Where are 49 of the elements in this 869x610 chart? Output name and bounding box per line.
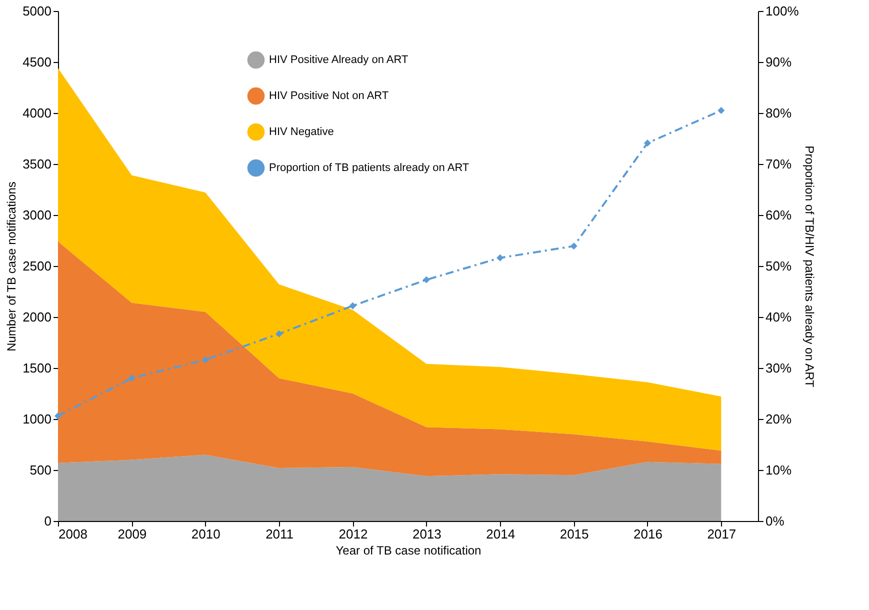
y2-tick-label: 80% — [766, 106, 792, 120]
y2-tick-label: 90% — [766, 54, 792, 70]
y2-axis-title: Proportion of TB/HIV patients already on ART — [802, 146, 817, 388]
y2-tick-label: 70% — [766, 156, 792, 172]
x-axis-title: Year of TB case notification — [336, 544, 482, 558]
y-tick-label: 0 — [44, 514, 52, 528]
y2-tick-label: 100% — [766, 4, 800, 18]
x-tick-label: 2013 — [412, 526, 442, 542]
point — [422, 276, 430, 284]
point — [202, 356, 209, 364]
y-axis-title: Number of TB case notifications — [4, 182, 19, 352]
legend-label: Proportion of TB patients already on ART — [269, 162, 470, 174]
point — [349, 302, 356, 310]
point — [718, 106, 725, 114]
y2-tick-label: 50% — [766, 258, 792, 274]
y2-tick-label: 0% — [766, 514, 785, 528]
point — [570, 242, 578, 250]
x-tick-label: 2014 — [486, 526, 516, 542]
legend-label: HIV Positive Not on ART — [269, 90, 389, 102]
x-tick-label: 2008 — [58, 526, 88, 542]
x-tick-label: 2010 — [191, 526, 220, 542]
y-tick-label: 1500 — [22, 360, 52, 376]
y2-tick-label: 20% — [766, 412, 792, 426]
y2-tick-label: 40% — [766, 310, 792, 324]
y2-tick-label: 30% — [766, 360, 792, 376]
y-tick-label: 2000 — [22, 310, 52, 324]
y-tick-label: 3000 — [22, 208, 52, 222]
legend-label: HIV Negative — [269, 126, 334, 138]
y-tick-label: 4500 — [22, 54, 52, 70]
point — [54, 412, 62, 420]
point — [496, 254, 504, 262]
x-tick-label: 2009 — [118, 526, 147, 542]
point — [276, 330, 283, 338]
x-tick-label: 2017 — [707, 526, 736, 542]
y-tick-label: 5000 — [22, 4, 52, 18]
point — [128, 374, 136, 382]
y2-tick-label: 60% — [766, 208, 792, 222]
y-tick-label: 1000 — [22, 412, 52, 426]
x-tick-label: 2011 — [266, 526, 294, 542]
y2-tick-label: 10% — [766, 462, 792, 478]
y-tick-label: 500 — [30, 462, 52, 478]
x-tick-label: 2012 — [338, 526, 368, 542]
point — [644, 140, 652, 147]
y-tick-label: 3500 — [22, 156, 52, 172]
y-tick-label: 4000 — [22, 106, 52, 120]
x-tick-label: 2015 — [560, 526, 589, 542]
legend-label: HIV Positive Already on ART — [269, 54, 408, 66]
x-tick-label: 2016 — [634, 526, 662, 542]
y-tick-label: 2500 — [22, 258, 52, 274]
